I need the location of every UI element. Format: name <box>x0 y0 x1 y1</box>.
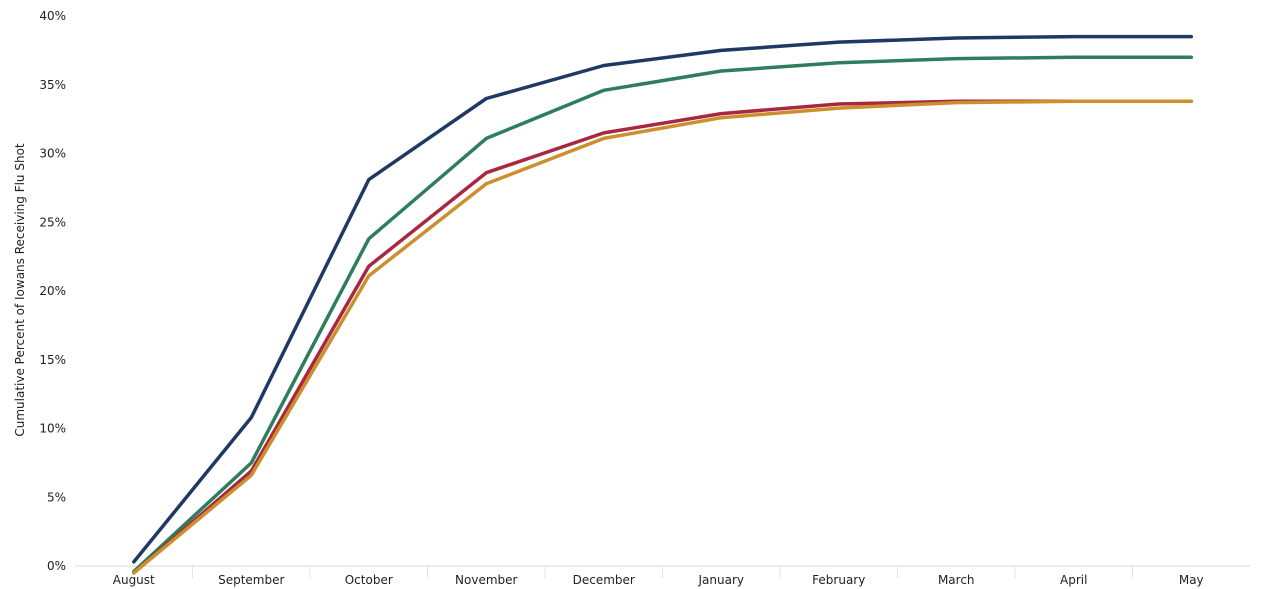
series-line-1 <box>132 34 1194 564</box>
y-tick-label: 30% <box>39 147 66 161</box>
series-line-2 <box>132 55 1194 574</box>
x-tick-label: August <box>113 573 155 587</box>
x-tick-label: February <box>812 573 865 587</box>
x-tick-label: September <box>218 573 284 587</box>
x-tick-label: October <box>345 573 393 587</box>
x-tick-label: December <box>573 573 635 587</box>
y-tick-label: 25% <box>39 215 66 229</box>
y-tick-label: 0% <box>47 559 66 573</box>
x-tick-label: November <box>455 573 517 587</box>
y-tick-label: 20% <box>39 284 66 298</box>
x-tick-label: April <box>1060 573 1087 587</box>
y-tick-label: 5% <box>47 490 66 504</box>
y-axis-title: Cumulative Percent of Iowans Receiving F… <box>13 143 27 437</box>
series-line-4 <box>132 99 1194 575</box>
x-tick-label: January <box>698 573 745 587</box>
x-tick-label: March <box>938 573 975 587</box>
y-tick-label: 40% <box>39 9 66 23</box>
y-tick-label: 35% <box>39 78 66 92</box>
series-lines <box>132 34 1194 575</box>
y-axis: 0% 5% 10% 15% 20% 25% 30% 35% 40% <box>39 9 66 573</box>
x-tick-label: May <box>1179 573 1204 587</box>
x-axis: August September October November December Ja… <box>75 565 1250 587</box>
y-tick-label: 15% <box>39 353 66 367</box>
y-tick-label: 10% <box>39 422 66 436</box>
